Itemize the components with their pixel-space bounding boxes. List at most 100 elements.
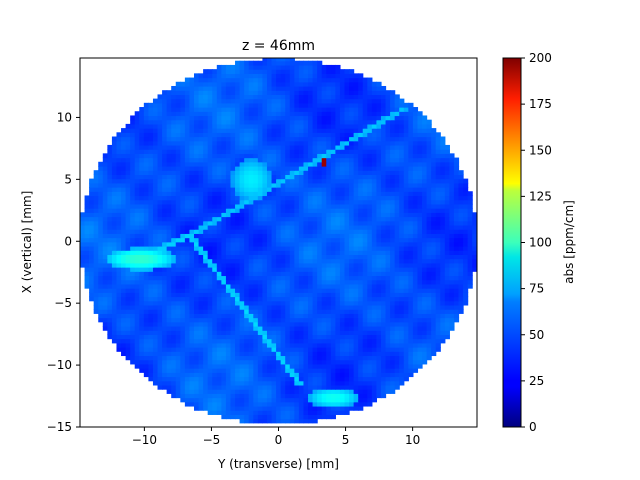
heatmap-cell xyxy=(262,313,268,319)
heatmap-cell xyxy=(298,250,305,255)
heatmap-cell xyxy=(175,258,181,264)
heatmap-cell xyxy=(294,144,300,150)
heatmap-cell xyxy=(344,300,350,306)
heatmap-cell xyxy=(203,241,209,247)
heatmap-cell xyxy=(326,157,332,163)
heatmap-cell xyxy=(276,313,282,319)
heatmap-cell xyxy=(422,216,428,222)
heatmap-cell xyxy=(134,363,140,369)
heatmap-cell xyxy=(194,347,200,352)
heatmap-cell xyxy=(111,296,118,302)
heatmap-cell xyxy=(198,275,204,281)
heatmap-cell xyxy=(203,384,209,390)
heatmap-cell xyxy=(285,195,291,201)
heatmap-cell xyxy=(107,258,113,264)
heatmap-cell xyxy=(312,170,318,175)
heatmap-cell xyxy=(212,296,218,302)
heatmap-cell xyxy=(285,363,291,369)
heatmap-cell xyxy=(440,220,446,226)
heatmap-cell xyxy=(253,363,259,369)
heatmap-cell xyxy=(371,317,378,323)
heatmap-cell xyxy=(271,313,277,319)
heatmap-cell xyxy=(152,275,159,281)
heatmap-cell xyxy=(321,208,327,213)
heatmap-cell xyxy=(294,300,300,306)
heatmap-cell xyxy=(335,174,341,180)
heatmap-cell xyxy=(239,237,245,243)
heatmap-cell xyxy=(385,250,391,255)
heatmap-cell xyxy=(89,233,95,239)
heatmap-cell xyxy=(303,267,309,272)
heatmap-cell xyxy=(216,363,222,369)
heatmap-cell xyxy=(390,174,396,180)
heatmap-cell xyxy=(84,275,90,281)
heatmap-cell xyxy=(239,384,245,390)
heatmap-cell xyxy=(162,359,168,365)
heatmap-cell xyxy=(312,359,318,365)
heatmap-cell xyxy=(244,317,250,323)
heatmap-cell xyxy=(344,410,350,415)
heatmap-cell xyxy=(180,292,186,298)
heatmap-cell xyxy=(399,359,405,365)
heatmap-cell xyxy=(394,262,400,268)
heatmap-cell xyxy=(121,330,127,335)
heatmap-cell xyxy=(84,237,90,243)
heatmap-cell xyxy=(266,220,273,226)
heatmap-cell xyxy=(111,313,118,319)
heatmap-cell xyxy=(184,258,191,264)
heatmap-cell xyxy=(212,372,218,378)
heatmap-cell xyxy=(444,153,450,159)
heatmap-cell xyxy=(116,347,122,352)
heatmap-cell xyxy=(257,195,264,201)
heatmap-cell xyxy=(403,233,409,239)
heatmap-cell xyxy=(353,334,359,340)
heatmap-cell xyxy=(184,384,191,390)
heatmap-cell xyxy=(294,182,300,188)
heatmap-cell xyxy=(390,178,396,184)
heatmap-cell xyxy=(280,410,286,415)
heatmap-cell xyxy=(453,182,460,188)
heatmap-cell xyxy=(408,359,414,365)
heatmap-cell xyxy=(417,317,423,323)
heatmap-cell xyxy=(102,271,108,277)
heatmap-cell xyxy=(339,161,346,167)
heatmap-cell xyxy=(198,241,204,247)
heatmap-cell xyxy=(426,191,432,197)
heatmap-cell xyxy=(399,330,405,335)
heatmap-cell xyxy=(371,245,378,251)
heatmap-cell xyxy=(399,195,405,201)
heatmap-cell xyxy=(376,195,382,201)
heatmap-cell xyxy=(194,199,200,205)
heatmap-cell xyxy=(417,144,423,150)
heatmap-cell xyxy=(239,245,245,251)
heatmap-cell xyxy=(276,330,282,335)
heatmap-cell xyxy=(225,405,232,411)
heatmap-cell xyxy=(435,288,441,293)
heatmap-cell xyxy=(458,220,464,226)
heatmap-cell xyxy=(230,254,236,260)
heatmap-cell xyxy=(143,334,149,340)
heatmap-cell xyxy=(408,140,414,146)
heatmap-cell xyxy=(175,250,181,255)
heatmap-cell xyxy=(303,191,309,197)
heatmap-cell xyxy=(157,267,163,272)
heatmap-cell xyxy=(298,405,305,411)
heatmap-cell xyxy=(157,342,163,348)
heatmap-cell xyxy=(203,372,209,378)
heatmap-cell xyxy=(171,203,177,209)
heatmap-cell xyxy=(89,275,95,281)
heatmap-cell xyxy=(408,342,414,348)
heatmap-cell xyxy=(371,212,378,218)
heatmap-cell xyxy=(235,250,241,255)
heatmap-cell xyxy=(157,208,163,213)
heatmap-cell xyxy=(303,153,309,159)
heatmap-cell xyxy=(326,254,332,260)
heatmap-cell xyxy=(376,283,382,289)
heatmap-cell xyxy=(203,229,209,234)
heatmap-cell xyxy=(111,279,118,285)
heatmap-cell xyxy=(130,313,136,319)
heatmap-cell xyxy=(367,153,373,159)
heatmap-cell xyxy=(239,397,245,403)
heatmap-cell xyxy=(303,368,309,373)
heatmap-cell xyxy=(412,233,419,239)
